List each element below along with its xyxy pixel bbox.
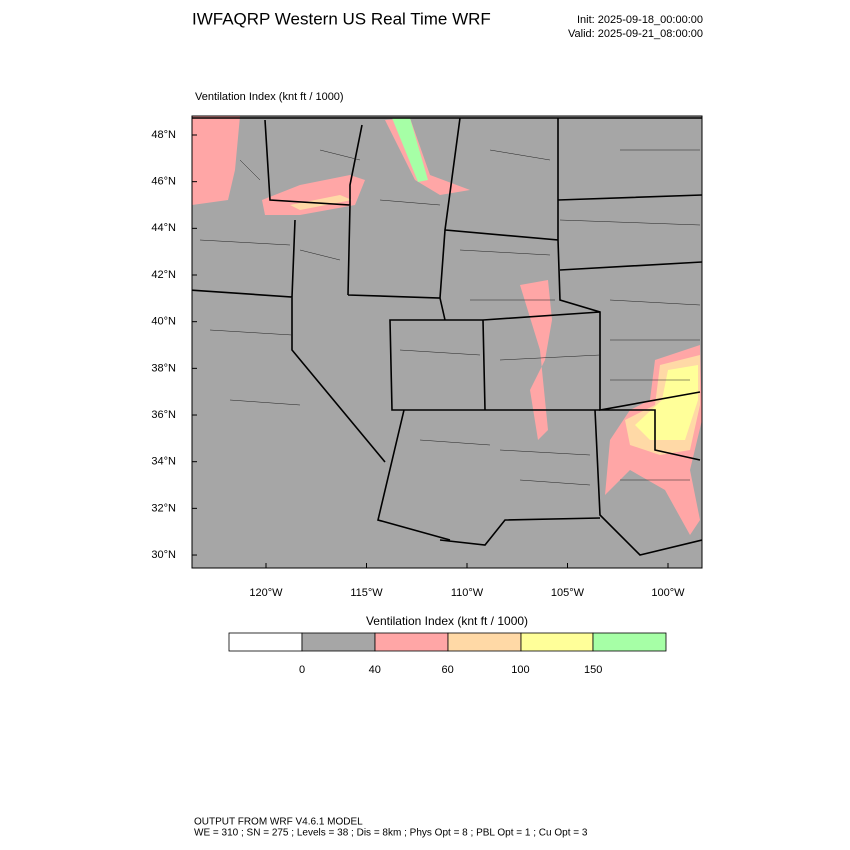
field-yellow	[635, 365, 698, 440]
lat-label: 46°N	[151, 176, 176, 188]
valid-time: Valid: 2025-09-21_08:00:00	[568, 28, 703, 40]
colorbar-box	[592, 632, 667, 652]
colorbar-box	[301, 632, 376, 652]
lat-label: 40°N	[151, 316, 176, 328]
colorbar-label: 60	[441, 664, 453, 676]
lat-label: 30°N	[151, 549, 176, 561]
lon-label: 110°W	[451, 587, 484, 599]
colorbar-box	[447, 632, 522, 652]
field-pink	[192, 116, 240, 205]
footer-line: OUTPUT FROM WRF V4.6.1 MODEL	[194, 817, 363, 828]
colorbar-box	[228, 632, 303, 652]
lat-label: 48°N	[151, 129, 176, 141]
lon-label: 115°W	[350, 587, 383, 599]
lon-label: 105°W	[551, 587, 585, 599]
colorbar-box	[374, 632, 449, 652]
field-green	[392, 118, 428, 182]
map-subtitle: Ventilation Index (knt ft / 1000)	[195, 91, 344, 103]
footer-line: WE = 310 ; SN = 275 ; Levels = 38 ; Dis …	[194, 828, 588, 839]
lon-label: 100°W	[651, 587, 685, 599]
field-pink	[520, 280, 552, 440]
colorbar-label: 0	[299, 664, 305, 676]
init-time: Init: 2025-09-18_00:00:00	[577, 14, 703, 26]
colorbar-label: 150	[584, 664, 602, 676]
colorbar-label: 40	[369, 664, 381, 676]
colorbar	[228, 632, 667, 652]
lat-label: 36°N	[151, 409, 176, 421]
lat-label: 38°N	[151, 362, 176, 374]
lat-label: 34°N	[151, 456, 176, 468]
lat-label: 42°N	[151, 269, 176, 281]
lon-label: 120°W	[249, 587, 283, 599]
colorbar-label: 100	[511, 664, 529, 676]
colorbar-title: Ventilation Index (knt ft / 1000)	[366, 614, 528, 628]
map	[191, 115, 703, 569]
lat-label: 44°N	[151, 222, 176, 234]
title: IWFAQRP Western US Real Time WRF	[192, 9, 491, 28]
lat-label: 32°N	[151, 502, 176, 514]
map-frame	[191, 115, 703, 569]
colorbar-box	[520, 632, 594, 652]
